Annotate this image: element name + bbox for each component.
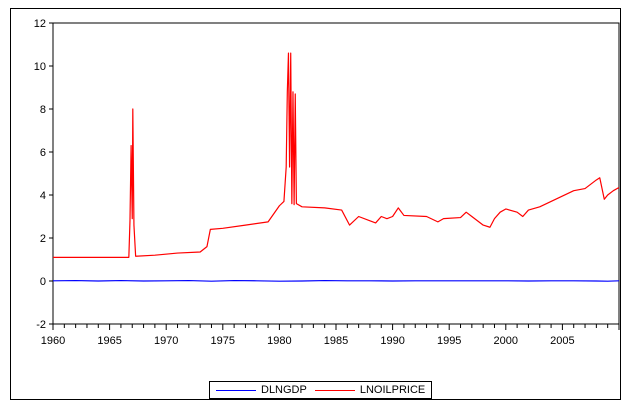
- series-line-lnoilprice: [53, 52, 620, 258]
- legend-label-lnoilprice: LNOILPRICE: [359, 384, 426, 396]
- plot-area: [52, 22, 620, 325]
- legend-item-lnoilprice: LNOILPRICE: [314, 384, 426, 396]
- series-line-dlngdp: [52, 279, 620, 282]
- x-tick-label: 1980: [267, 335, 291, 347]
- chart-frame: -2 0 2 4 6 8 10 12 1960 1965 1970 1975 1980 1985 1990 1…: [10, 8, 621, 400]
- x-tick-label: 2005: [550, 335, 574, 347]
- y-tick-label: 2: [40, 233, 46, 245]
- y-tick-label: 10: [34, 61, 46, 73]
- y-tick-label: 12: [34, 18, 46, 30]
- x-tick-label: 1965: [97, 335, 121, 347]
- x-tick-label: 1995: [437, 335, 461, 347]
- y-tick-label: 6: [40, 147, 46, 159]
- legend: DLNGDP LNOILPRICE: [209, 381, 433, 399]
- axes: -2 0 2 4 6 8 10 12 1960 1965 1970 1975 1980 1985 1990 1…: [34, 18, 620, 347]
- legend-label-dlngdp: DLNGDP: [261, 384, 307, 396]
- y-tick-label: 0: [40, 276, 46, 288]
- legend-swatch-dlngdp: [216, 389, 256, 391]
- legend-swatch-lnoilprice: [314, 389, 355, 391]
- x-tick-label: 1970: [154, 335, 178, 347]
- y-tick-label: 8: [40, 104, 46, 116]
- x-tick-label: 1985: [324, 335, 348, 347]
- series-layer: [52, 52, 620, 282]
- x-tick-label: 1960: [41, 335, 65, 347]
- legend-item-dlngdp: DLNGDP: [216, 384, 307, 396]
- x-tick-label: 1975: [211, 335, 235, 347]
- x-tick-label: 1990: [380, 335, 404, 347]
- line-chart: -2 0 2 4 6 8 10 12 1960 1965 1970 1975 1980 1985 1990 1…: [34, 18, 620, 347]
- y-tick-label: -2: [36, 319, 46, 331]
- y-tick-label: 4: [40, 190, 46, 202]
- x-tick-label: 2000: [494, 335, 518, 347]
